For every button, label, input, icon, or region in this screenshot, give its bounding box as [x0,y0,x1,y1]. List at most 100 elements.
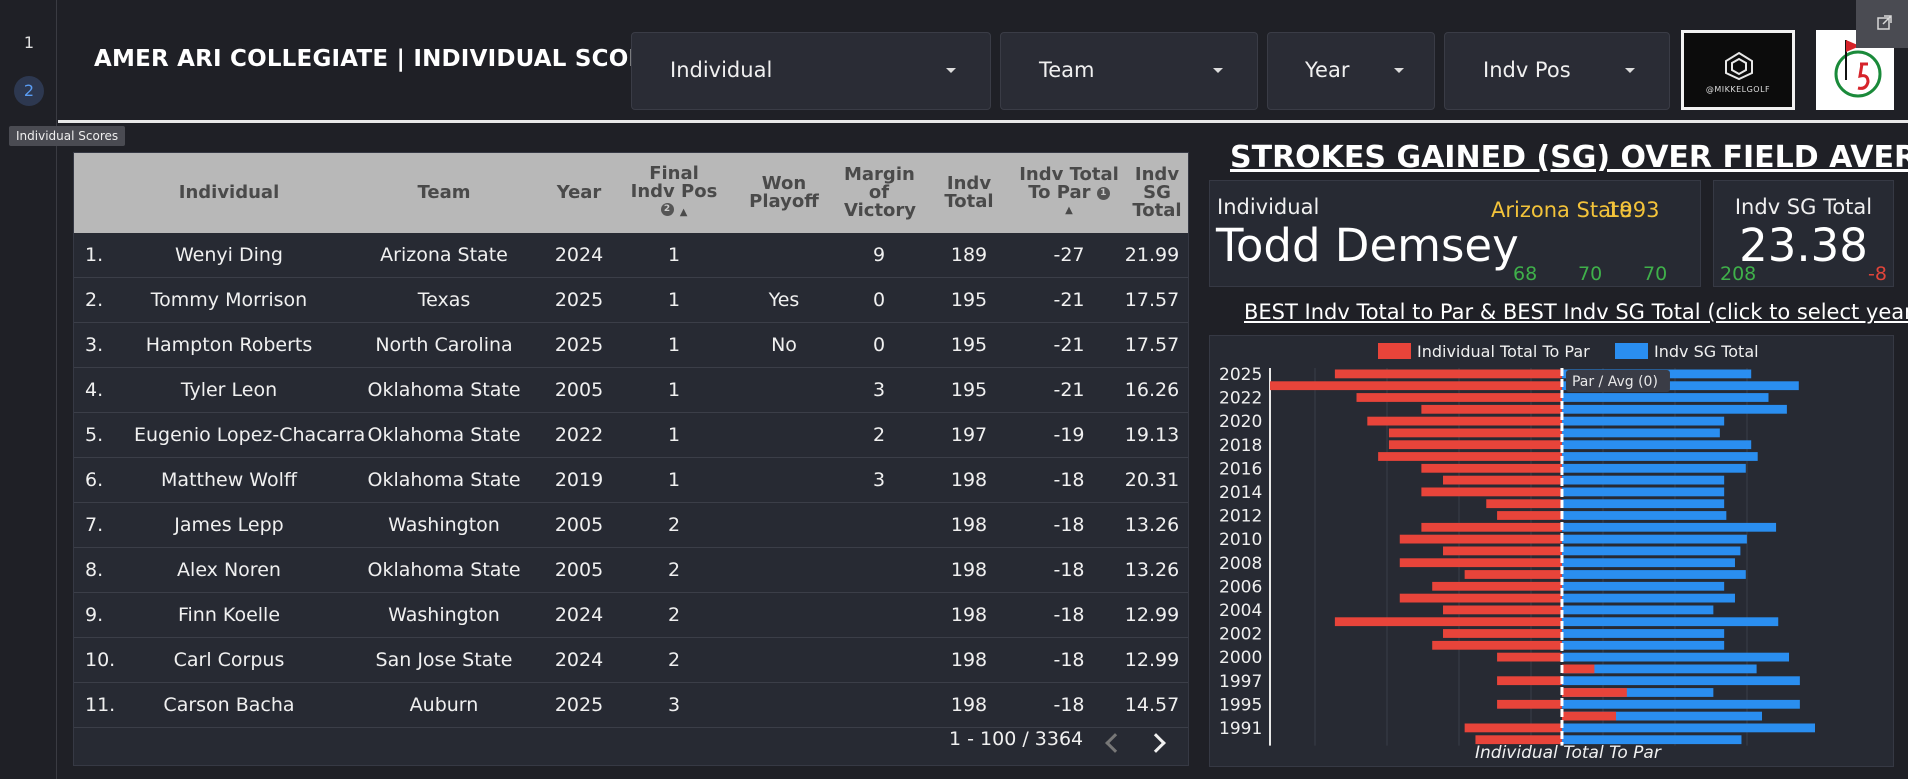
table-row[interactable]: 4. Tyler Leon Oklahoma State 2005 1 3 195 -21 16… [74,368,1188,413]
cell-rank: 10. [85,649,116,671]
sort-order-badge: 1 [1096,186,1110,200]
best-chart-title[interactable]: BEST Indv Total to Par & BEST Indv SG To… [1244,300,1908,324]
col-indv-total[interactable]: Indv Total [924,153,1014,233]
y-tick-label: 2014 [1219,483,1262,503]
individual-filter[interactable]: Individual [631,32,991,110]
col-to-par[interactable]: Indv Total To Par 1 ▲ [1009,153,1129,233]
bar-total-to-par [1334,617,1562,627]
cell-rank: 9. [85,604,104,626]
cell-individual: Matthew Wolff [161,469,297,491]
cell-team: Oklahoma State [367,424,521,446]
table-row[interactable]: 2. Tommy Morrison Texas 2025 1 Yes 0 195 -21 17.5… [74,278,1188,323]
cell-rank: 5. [85,424,104,446]
cell-final-pos: 1 [667,289,681,311]
cell-won-playoff [734,593,834,638]
cell-final-pos: 2 [667,604,681,626]
bar-sg-total [1561,593,1735,603]
col-final-pos[interactable]: Final Indv Pos 2 ▲ [619,153,729,233]
cell-margin: 0 [872,289,886,311]
table-row[interactable]: 1. Wenyi Ding Arizona State 2024 1 9 189 -27 21.… [74,233,1188,278]
col-team[interactable]: Team [417,182,471,203]
bar-sg-total [1561,463,1746,473]
cell-margin: 9 [872,244,886,266]
table-row[interactable]: 3. Hampton Roberts North Carolina 2025 1 No 0 1… [74,323,1188,368]
col-sg-total[interactable]: Indv SG Total [1124,153,1190,233]
table-row[interactable]: 10. Carl Corpus San Jose State 2024 2 198 -18 1… [74,638,1188,683]
table-row[interactable]: 6. Matthew Wolff Oklahoma State 2019 1 3 198 -1… [74,458,1188,503]
round-3-score: 70 [1643,263,1668,285]
team-filter[interactable]: Team [1000,32,1258,110]
pagination-range: 1 - 100 / 3364 [949,728,1084,750]
cell-rank: 2. [85,289,104,311]
col-final-pos-label: Final Indv Pos [630,162,718,202]
y-tick-label: 1997 [1219,672,1262,692]
cell-team: Arizona State [380,244,508,266]
mikkelgolf-logo[interactable]: @MIKKELGOLF [1681,30,1795,110]
bar-sg-total [1561,711,1763,721]
table-row[interactable]: 5. Eugenio Lopez-Chacarra Oklahoma State 20… [74,413,1188,458]
legend-swatch-sg [1615,343,1648,359]
cell-sg-total: 12.99 [1124,649,1180,671]
bar-sg-total [1561,487,1725,497]
cell-individual: Carson Bacha [163,694,295,716]
bar-total-to-par [1432,581,1562,591]
bar-sg-total [1561,511,1727,520]
cell-sg-total: 13.26 [1124,514,1180,536]
cell-year: 2022 [554,424,604,446]
cell-individual: Tyler Leon [180,379,278,401]
cell-to-par: -19 [1053,424,1085,446]
cell-team: North Carolina [375,334,513,356]
scores-table: Individual Team Year Final Indv Pos 2 ▲ … [73,152,1189,766]
chart-svg[interactable]: Individual Total To Par Indv SG Total Par … [1210,336,1895,768]
cell-rank: 8. [85,559,104,581]
y-tick-label: 1991 [1219,719,1262,739]
table-row[interactable]: 8. Alex Noren Oklahoma State 2005 2 198 -18 13.… [74,548,1188,593]
cell-final-pos: 1 [667,424,681,446]
cell-rank: 6. [85,469,104,491]
table-row[interactable]: 11. Carson Bacha Auburn 2025 3 198 -18 14.57 [74,683,1188,728]
bar-sg-total [1561,581,1725,591]
cell-year: 2024 [554,604,604,626]
bar-sg-total [1561,605,1714,615]
col-individual[interactable]: Individual [178,182,280,203]
cell-to-par: -18 [1053,604,1085,626]
cell-won-playoff [734,368,834,413]
col-indv-total-label: Indv Total [944,173,994,212]
prev-page-icon[interactable] [1105,733,1125,753]
y-tick-label: 2000 [1219,648,1262,668]
cell-final-pos: 1 [667,334,681,356]
header: AMER ARI COLLEGIATE | INDIVIDUAL SCORES … [58,0,1908,123]
col-year[interactable]: Year [556,182,602,203]
cell-team: Washington [388,514,500,536]
indv-pos-filter[interactable]: Indv Pos [1444,32,1670,110]
page-1-link[interactable]: 1 [23,33,35,52]
col-won-playoff[interactable]: Won Playoff [734,153,834,233]
selected-individual: Todd Demsey [1216,219,1519,272]
legend-label-sg: Indv SG Total [1654,342,1759,361]
cell-final-pos: 1 [667,469,681,491]
cell-indv-total: 198 [950,694,988,716]
bar-total-to-par [1421,404,1562,414]
open-in-new-button[interactable] [1856,0,1908,48]
table-row[interactable]: 7. James Lepp Washington 2005 2 198 -18 13.26 [74,503,1188,548]
cell-won-playoff [734,503,834,548]
table-row[interactable]: 9. Finn Koelle Washington 2024 2 198 -18 12.99 [74,593,1188,638]
year-filter[interactable]: Year [1267,32,1435,110]
cell-year: 2019 [554,469,604,491]
cell-final-pos: 1 [667,244,681,266]
sg-total-value: 23.38 [1739,219,1868,272]
page-2-link[interactable]: 2 [14,76,44,106]
cell-team: Auburn [409,694,479,716]
individual-filter-label: Individual [670,58,773,82]
cell-margin: 2 [872,424,886,446]
bar-total-to-par [1388,440,1562,450]
cell-year: 2005 [554,514,604,536]
next-page-icon[interactable] [1146,733,1166,753]
mikkelgolf-logo-mark [1725,51,1753,81]
cell-won-playoff: No [771,334,797,356]
cell-sg-total: 17.57 [1124,289,1180,311]
bar-total-to-par [1443,546,1562,556]
col-margin[interactable]: Margin of Victory [824,153,934,233]
bar-total-to-par [1388,428,1562,438]
best-year-chart[interactable]: Individual Total To Par Indv SG Total Par … [1209,335,1894,767]
